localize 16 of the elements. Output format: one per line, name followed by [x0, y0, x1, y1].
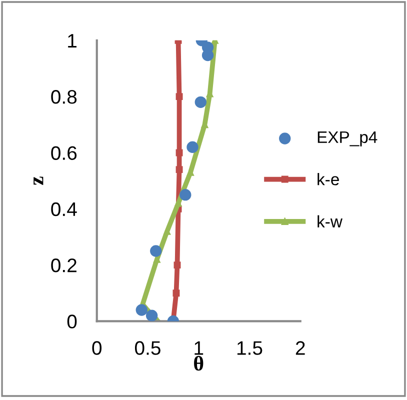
x-tick-label: 0: [92, 341, 102, 355]
y-tick-label: 0.8: [51, 90, 77, 104]
y-tick-label: 0.4: [51, 202, 77, 216]
y-tick-label: 1: [68, 34, 76, 48]
y-tick-label: 0: [67, 314, 77, 328]
x-tick-label: 1.5: [237, 341, 262, 355]
x-tick-label: 0.5: [134, 341, 160, 355]
x-tick-label: 1: [194, 341, 204, 355]
x-axis-title: θ: [194, 356, 204, 371]
legend-label: k-e: [318, 173, 339, 186]
y-tick-label: 0.6: [51, 146, 77, 160]
legend-label: EXP_p4: [318, 131, 378, 146]
x-tick-label: 2: [296, 341, 305, 355]
y-axis-title: z: [34, 176, 44, 186]
y-tick-label: 0.2: [51, 258, 76, 272]
legend-label: k-w: [318, 215, 342, 228]
